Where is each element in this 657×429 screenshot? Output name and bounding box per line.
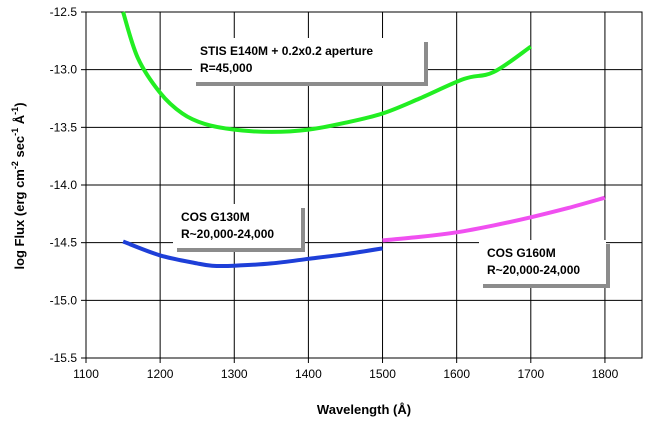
y-axis: -12.5 -13.0 -13.5 -14.0 -14.5 -15.0 -15.5 (50, 5, 86, 365)
y-tick-label: -14.5 (50, 236, 78, 250)
y-tick-label: -15.0 (50, 293, 78, 307)
series-line-cos-g160m (382, 195, 606, 243)
x-tick-label: 1400 (295, 367, 322, 381)
series-line-cos-g130m (122, 239, 383, 268)
y-axis-title-exp3: -1 (10, 107, 20, 115)
annotation-line: COS G160M (487, 246, 556, 260)
y-tick-label: -14.0 (50, 178, 78, 192)
x-tick-label: 1600 (443, 367, 470, 381)
y-tick-label: -13.0 (50, 63, 78, 77)
series-line-stis (121, 11, 532, 134)
annotation-line: R=45,000 (200, 61, 253, 75)
annotation-box (173, 204, 301, 248)
y-tick-label: -12.5 (50, 5, 78, 19)
y-tick-label: -13.5 (50, 120, 78, 134)
annotation-cos-g160m: COS G160M R~20,000-24,000 (479, 240, 610, 288)
x-tick-label: 1100 (73, 367, 99, 381)
y-axis-title-close: ) (12, 102, 27, 106)
annotation-box (479, 240, 606, 284)
annotations: STIS E140M + 0.2x0.2 aperture R=45,000 COS… (173, 38, 610, 288)
annotation-line: STIS E140M + 0.2x0.2 aperture (200, 44, 373, 58)
annotation-line: R~20,000-24,000 (181, 227, 274, 241)
y-axis-title-base: log Flux (erg cm (12, 169, 27, 269)
x-tick-label: 1700 (517, 367, 544, 381)
y-axis-title-end: Å (12, 114, 27, 128)
y-axis-title-exp2: -1 (10, 128, 20, 136)
annotation-line: COS G130M (181, 210, 250, 224)
annotation-cos-g130m: COS G130M R~20,000-24,000 (173, 204, 305, 252)
annotation-line: R~20,000-24,000 (487, 263, 580, 277)
y-axis-title-mid: sec (12, 136, 27, 161)
x-axis: 1100 1200 1300 1400 1500 1600 1700 1800 (73, 358, 619, 381)
x-tick-label: 1300 (221, 367, 248, 381)
y-axis-title-exp1: -2 (10, 161, 20, 169)
x-tick-label: 1800 (592, 367, 619, 381)
x-axis-title: Wavelength (Å) (317, 402, 411, 417)
series (121, 11, 606, 268)
y-axis-title: log Flux (erg cm-2 sec-1 Å-1) (10, 102, 27, 269)
y-tick-label: -15.5 (50, 351, 78, 365)
annotation-box (192, 38, 424, 82)
annotation-stis: STIS E140M + 0.2x0.2 aperture R=45,000 (192, 38, 428, 86)
x-tick-label: 1200 (147, 367, 174, 381)
x-tick-label: 1500 (369, 367, 396, 381)
